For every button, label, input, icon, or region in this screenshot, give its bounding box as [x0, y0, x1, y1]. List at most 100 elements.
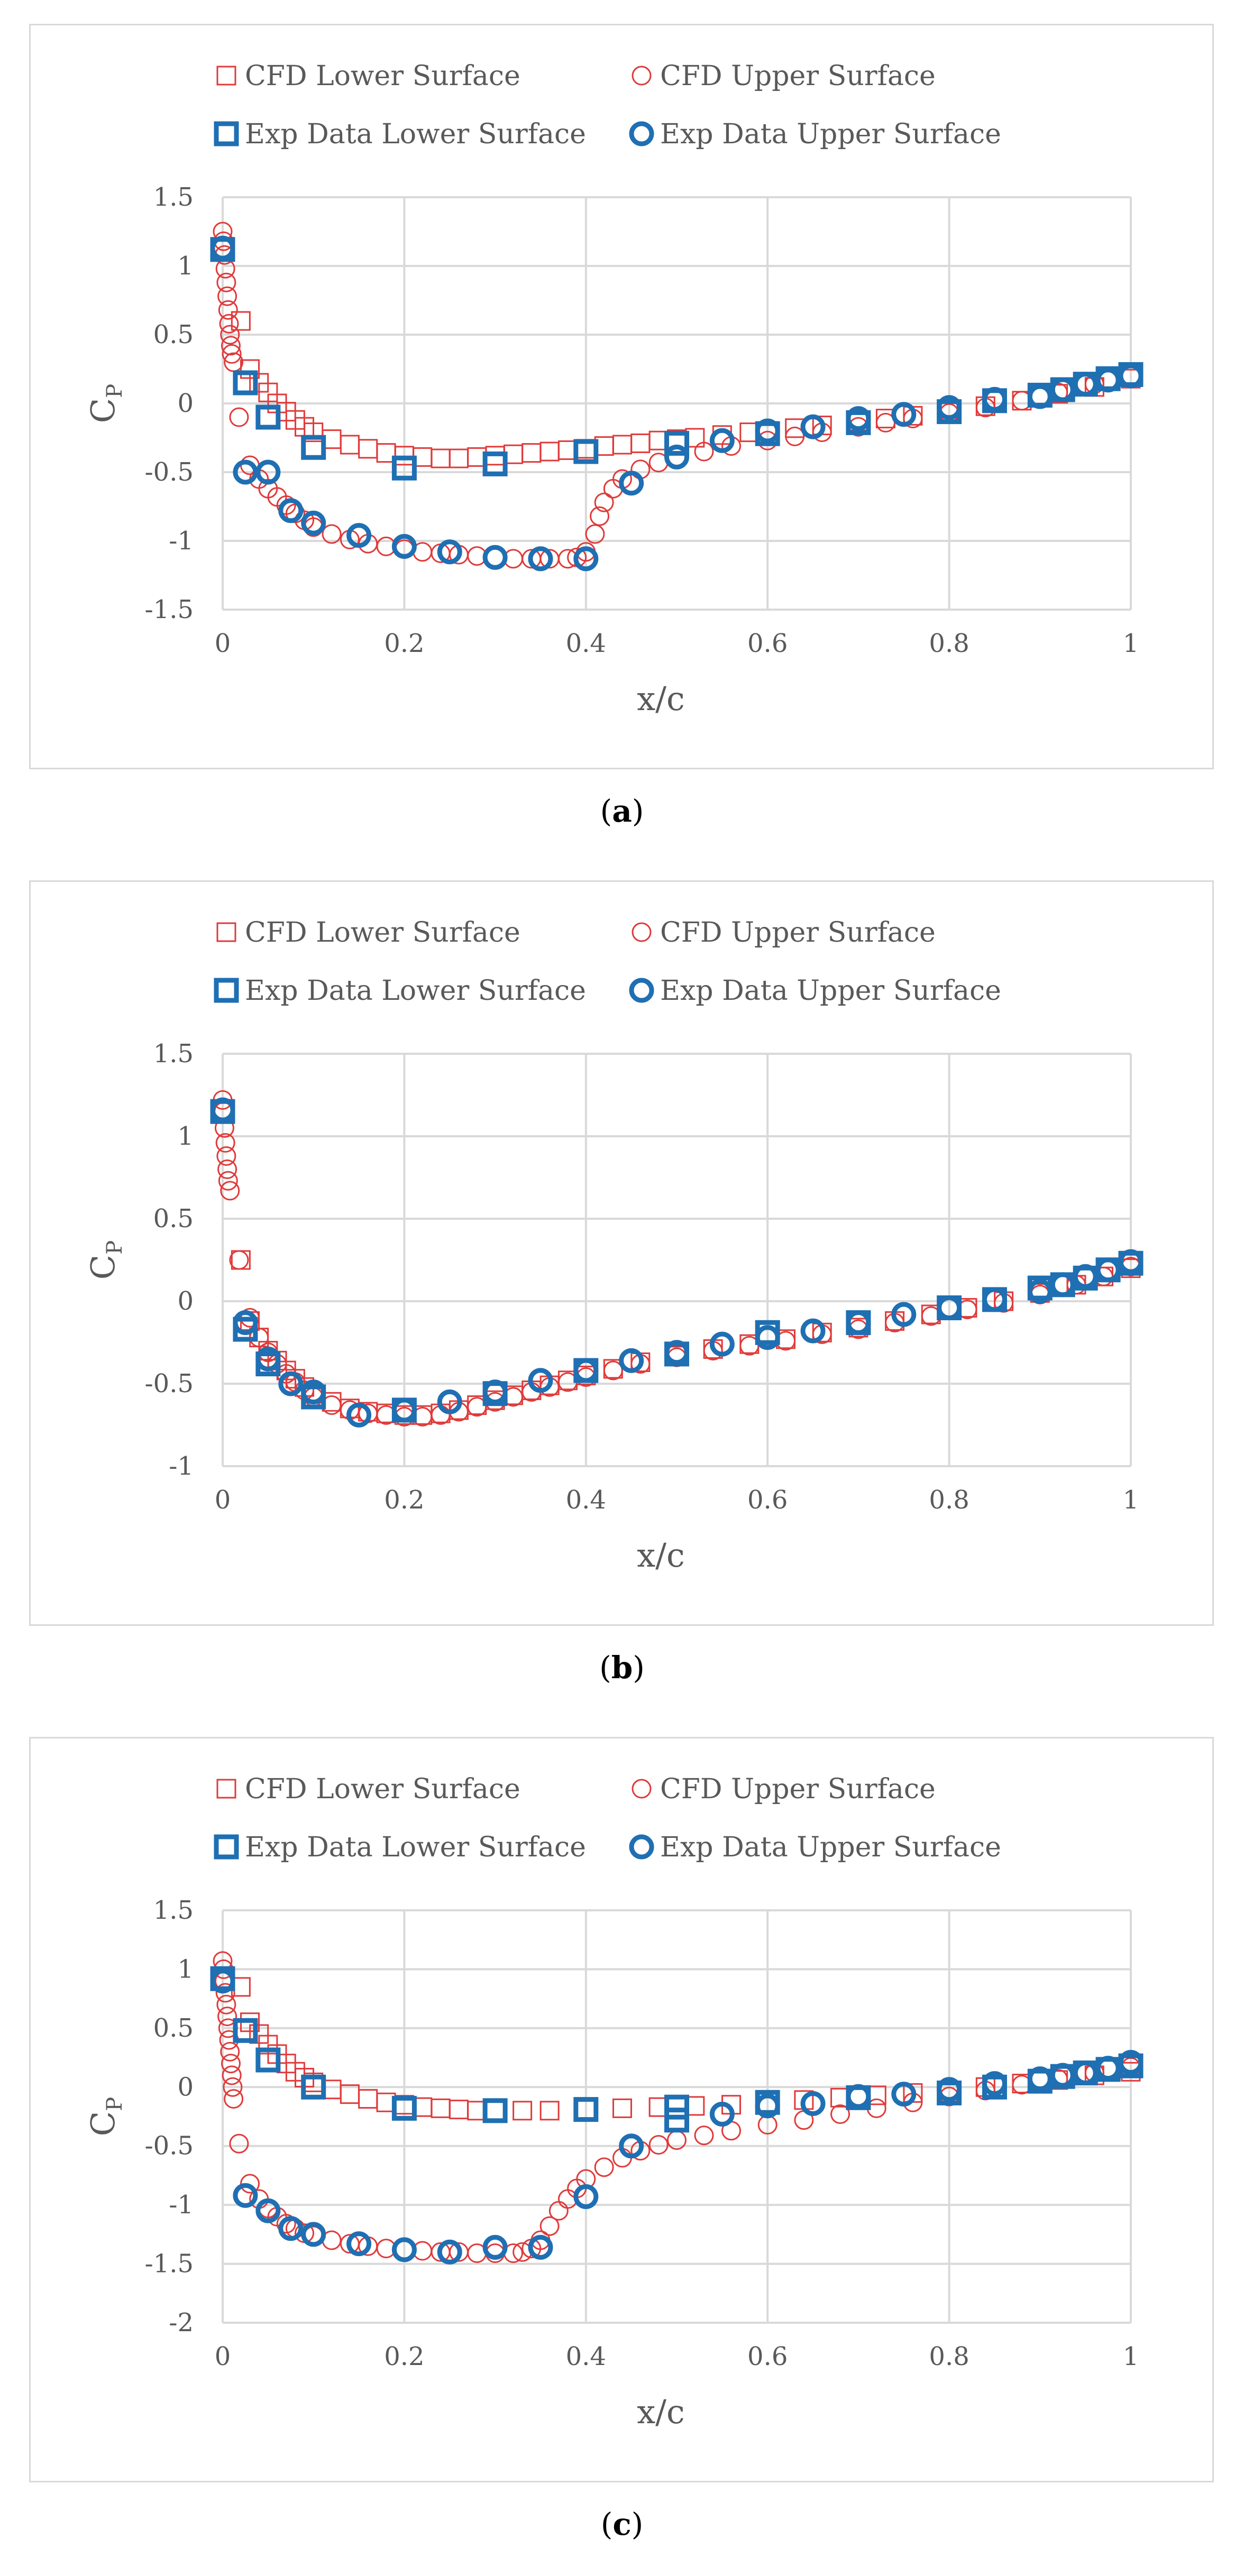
series-3-point [278, 498, 304, 523]
x-axis-label: x/c [637, 1536, 685, 1575]
series-3-point [528, 1368, 553, 1393]
series-1-point [218, 300, 238, 320]
series-1-point [229, 407, 249, 427]
chart-panel-c: 0 0.2 0.4 0.6 0.8 1 1.5 1 0.5 0 -0.5 -1 -1.5 -2 x/c CP C… [29, 1737, 1214, 2482]
series-3-point [482, 545, 508, 570]
series-exp-data-lower-surface [210, 1099, 1144, 1423]
x-tick-label: 1 [1123, 2342, 1139, 2371]
series-1-point [221, 336, 241, 356]
tick-labels: 0 0.2 0.4 0.6 0.8 1 1.5 1 0.5 0 -0.5 -1 -1.5 -2 [144, 1896, 1139, 2371]
series-1-point [217, 2007, 237, 2027]
y-tick-label: 0 [177, 389, 194, 418]
legend-1-point [632, 922, 652, 942]
series-1-point [215, 1133, 235, 1153]
series-3-point [1073, 1264, 1098, 1289]
series-0-point [340, 435, 360, 455]
y-tick-label: 0 [177, 1286, 194, 1316]
y-tick-label: 1.5 [153, 1039, 194, 1069]
series-3-point [482, 2234, 508, 2260]
series-3-point [664, 444, 689, 470]
series-exp-data-lower-surface [210, 237, 1144, 481]
series-3-point [255, 459, 281, 485]
series-cfd-upper-surface [213, 222, 1141, 569]
series-3-point [800, 414, 826, 439]
legend-1-point [632, 66, 652, 86]
x-tick-label: 0 [215, 629, 231, 658]
series-0-point [485, 2101, 505, 2121]
series-3-point [1095, 367, 1121, 393]
y-tick-label: -0.5 [144, 457, 194, 487]
caption-letter: a [612, 793, 632, 829]
legend-0-point [216, 66, 236, 86]
series-0-point [431, 448, 451, 468]
x-tick-label: 0.6 [747, 629, 788, 658]
gridlines [222, 196, 1132, 611]
series-0-point [358, 439, 378, 459]
series-3-point [800, 1318, 826, 1344]
legend-label: Exp Data Upper Surface [660, 1832, 1001, 1863]
y-axis-label-main: C [84, 398, 122, 423]
caption-letter: c [612, 2506, 632, 2542]
series-3-point [1050, 377, 1075, 402]
chart-panel-a: 0 0.2 0.4 0.6 0.8 1 1.5 1 0.5 0 -0.5 -1 -1.5 x/c CP CFD… [29, 24, 1214, 769]
y-tick-label: 1 [177, 1121, 194, 1151]
y-tick-label: -0.5 [144, 1369, 194, 1399]
series-1-point [603, 1360, 623, 1381]
series-3-point [755, 418, 780, 444]
legend-3-point [629, 978, 654, 1003]
legend-label: Exp Data Lower Surface [245, 118, 586, 150]
series-3-point [1095, 2056, 1121, 2081]
series-3-point [1050, 1272, 1075, 1298]
series-1-point [216, 1994, 236, 2014]
series-0-point [539, 441, 560, 462]
series-3-point [846, 1310, 871, 1336]
legend-label: CFD Lower Surface [245, 917, 520, 949]
series-2-point [664, 2094, 689, 2120]
series-3-point [301, 510, 326, 536]
tick-labels: 0 0.2 0.4 0.6 0.8 1 1.5 1 0.5 0 -0.5 -1 [144, 1039, 1139, 1515]
series-3-point [573, 546, 599, 572]
series-3-point [664, 1340, 689, 1365]
series-3-point [255, 1346, 281, 1372]
caption-b: (b) [599, 1650, 645, 1686]
x-tick-label: 0.8 [929, 629, 969, 658]
y-axis-label: CP [84, 384, 127, 423]
series-1-point [229, 2133, 249, 2154]
caption-a: (a) [600, 793, 644, 829]
series-1-point [467, 1397, 487, 1417]
chart-c: 0 0.2 0.4 0.6 0.8 11.510.50-0.5-1-1.5-2x/cCPC… [84, 1773, 1144, 2431]
series-3-point [982, 387, 1007, 412]
series-3-point [391, 2237, 417, 2262]
legend-1-point [632, 1779, 652, 1799]
series-3-point [437, 539, 462, 565]
legend: CFD Lower Surface CFD Upper Surface Exp Da… [214, 917, 1001, 1007]
y-axis-label-subscript: P [103, 384, 127, 398]
y-tick-label: -2 [169, 2308, 194, 2338]
series-0-point [630, 433, 651, 453]
series-3-point [619, 1348, 644, 1373]
series-3-point [210, 1097, 235, 1123]
x-tick-label: 0 [215, 1485, 231, 1515]
series-1-point [830, 2104, 850, 2124]
series-3-point [1095, 1257, 1121, 1283]
series-2-point [391, 2095, 417, 2121]
y-tick-label: 0 [177, 2072, 194, 2102]
series-2-point [482, 2098, 508, 2123]
series-3-point [1027, 2066, 1053, 2092]
series-3-point [891, 402, 917, 427]
series-1-point [219, 314, 239, 334]
legend-0-point [216, 1779, 236, 1799]
gridlines [222, 1909, 1132, 2324]
x-tick-label: 0.2 [384, 2342, 424, 2371]
y-tick-label: 1 [177, 1954, 194, 1984]
y-tick-label: -1 [169, 526, 194, 556]
series-3-point [1050, 2063, 1075, 2088]
series-3-point [937, 395, 962, 420]
chart-panel-b: 0 0.2 0.4 0.6 0.8 1 1.5 1 0.5 0 -0.5 -1 x/c CP CFD Low… [29, 880, 1214, 1626]
y-tick-label: 1.5 [153, 182, 194, 212]
legend-label: CFD Upper Surface [660, 917, 936, 949]
legend-3-point [629, 1834, 654, 1860]
legend-label: CFD Lower Surface [245, 1773, 520, 1805]
legend-label: Exp Data Lower Surface [245, 1832, 586, 1863]
x-axis-label: x/c [637, 679, 685, 718]
